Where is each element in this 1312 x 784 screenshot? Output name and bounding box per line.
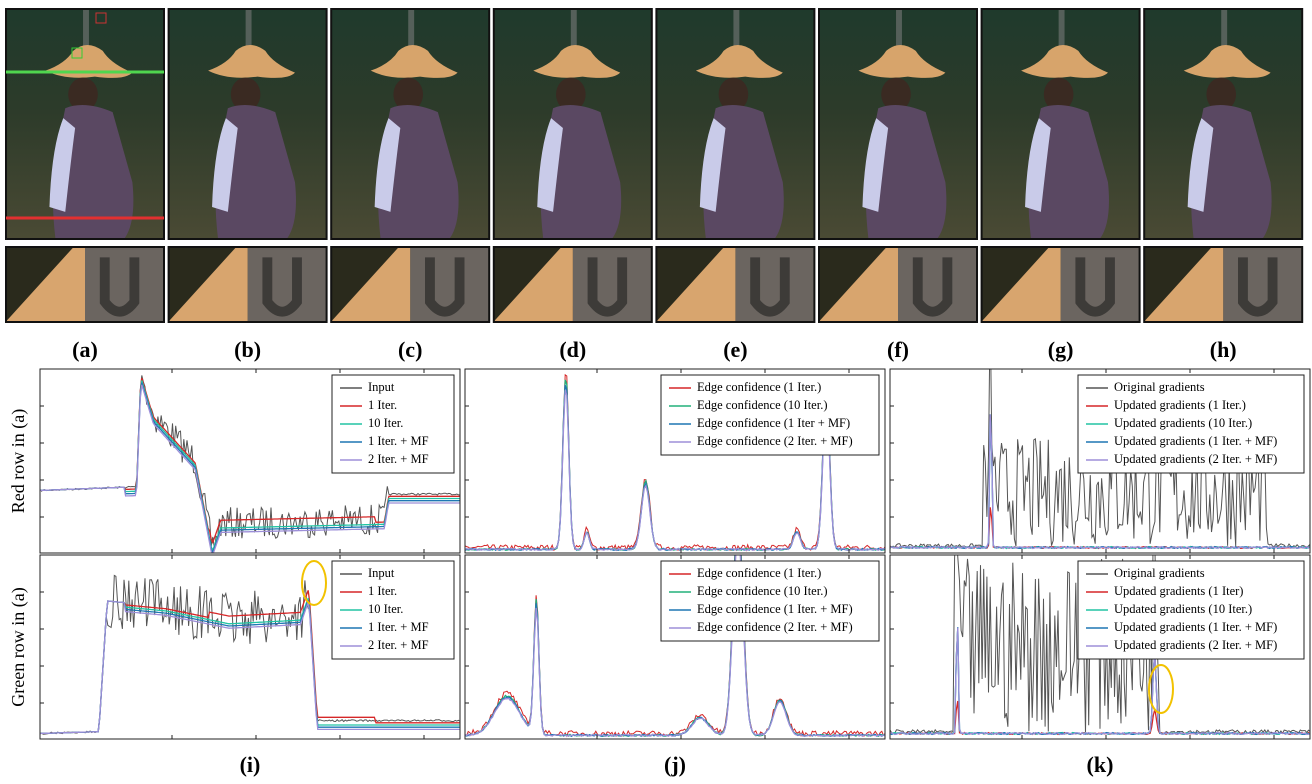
legend-label: Edge confidence (1 Iter + MF) [697,416,850,430]
legend-label: 1 Iter. [368,584,397,598]
legend: Input 1 Iter. 10 Iter. 1 Iter. + MF 2 Iter. … [332,375,454,473]
photo [494,9,652,238]
zoom-crop [494,247,652,321]
panel-label: (c) [398,337,422,362]
plot: Original gradients Updated gradients (1 I… [890,310,1310,553]
legend-label: Original gradients [1114,380,1205,394]
zoom-crop [656,247,814,321]
legend-label: 10 Iter. [368,416,403,430]
legend-label: Edge confidence (10 Iter.) [697,584,828,598]
legend-label: 1 Iter. + MF [368,620,429,634]
photo [6,9,164,238]
plot: Input 1 Iter. 10 Iter. 1 Iter. + MF 2 Iter. … [40,369,460,555]
legend-label: Updated gradients (2 Iter. + MF) [1114,638,1277,652]
legend-label: 1 Iter. [368,398,397,412]
panel-label: (d) [559,337,586,362]
zoom-crop [6,247,164,321]
legend-label: Updated gradients (2 Iter. + MF) [1114,452,1277,466]
legend: Original gradients Updated gradients (1 I… [1078,375,1304,473]
zoom-crop [169,247,327,321]
panel-label: (a) [72,337,98,362]
legend-label: Updated gradients (10 Iter.) [1114,602,1252,616]
photo [656,9,814,238]
legend-label: Input [368,380,395,394]
legend-label: Edge confidence (2 Iter. + MF) [697,434,853,448]
panel-label: (i) [240,752,261,777]
legend-label: Updated gradients (1 Iter) [1114,584,1243,598]
legend: Input 1 Iter. 10 Iter. 1 Iter. + MF 2 Iter. … [332,561,454,659]
photo [1144,9,1302,238]
legend: Edge confidence (1 Iter.) Edge confidence… [661,375,879,455]
image-panels: (a) (b) (c) (d) (e) (f) (g) (h) [6,9,1302,362]
plots: Red row in (a) Green row in (a) (i) (j) (k) I… [8,310,1310,777]
photo [331,9,489,238]
legend-label: 2 Iter. + MF [368,638,429,652]
legend-label: Updated gradients (1 Iter.) [1114,398,1246,412]
panel-label: (k) [1087,752,1114,777]
legend-label: Edge confidence (1 Iter. + MF) [697,602,853,616]
legend-label: Original gradients [1114,566,1205,580]
legend: Edge confidence (1 Iter.) Edge confidence… [661,561,879,641]
legend-label: Edge confidence (2 Iter. + MF) [697,620,853,634]
legend: Original gradients Updated gradients (1 I… [1078,561,1304,659]
zoom-crop [331,247,489,321]
row-label: Green row in (a) [8,587,29,706]
panel-label: (b) [234,337,261,362]
plot: Edge confidence (1 Iter.) Edge confidence… [465,369,885,553]
legend-label: 1 Iter. + MF [368,434,429,448]
legend-label: Edge confidence (1 Iter.) [697,566,821,580]
legend-label: Updated gradients (1 Iter. + MF) [1114,434,1277,448]
zoom-crop [1144,247,1302,321]
legend-label: Edge confidence (1 Iter.) [697,380,821,394]
legend-label: Updated gradients (10 Iter.) [1114,416,1252,430]
panel-label: (h) [1210,337,1237,362]
photo [982,9,1140,238]
plot: Input 1 Iter. 10 Iter. 1 Iter. + MF 2 Iter. … [40,555,460,739]
legend-label: Input [368,566,395,580]
photo [819,9,977,238]
zoom-crop [819,247,977,321]
legend-label: Edge confidence (10 Iter.) [697,398,828,412]
legend-label: 10 Iter. [368,602,403,616]
panel-label: (f) [887,337,909,362]
zoom-crop [982,247,1140,321]
panel-label: (g) [1048,337,1074,362]
photo [169,9,327,238]
legend-label: 2 Iter. + MF [368,452,429,466]
legend-label: Updated gradients (1 Iter. + MF) [1114,620,1277,634]
panel-label: (e) [723,337,747,362]
panel-label: (j) [664,752,686,777]
row-label: Red row in (a) [8,409,29,513]
